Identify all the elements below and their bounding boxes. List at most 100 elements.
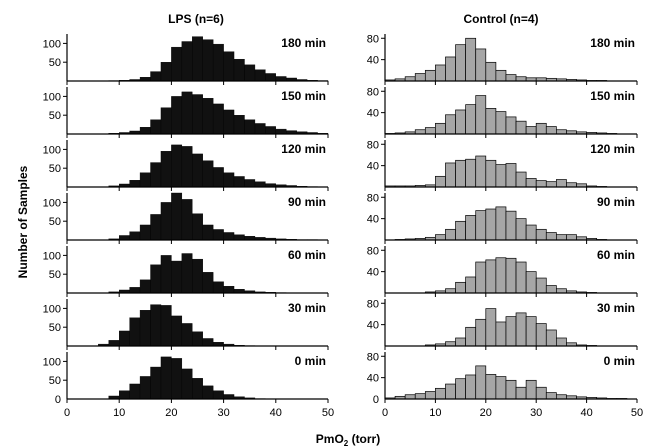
control-bar [455, 159, 466, 188]
control-bar [515, 120, 527, 135]
control-bar [525, 224, 537, 241]
lps-bar [108, 340, 120, 347]
control-bar [445, 383, 456, 400]
lps-bar [192, 378, 203, 400]
lps-bar [150, 304, 162, 347]
lps-bar [181, 41, 193, 82]
lps-bar [223, 51, 235, 82]
lps-bar [139, 376, 151, 400]
control-bar [424, 127, 436, 135]
control-bar [485, 308, 497, 347]
lps-x-tick-label: 30 [217, 407, 229, 419]
control-bar [525, 271, 537, 294]
lps-bar [160, 107, 172, 135]
control-bar [545, 181, 557, 188]
control-y-tick-label: 80 [367, 298, 379, 310]
control-bar [505, 210, 517, 241]
control-bar [445, 56, 456, 82]
lps-y-tick-label: 50 [49, 375, 61, 387]
lps-bar [160, 202, 172, 241]
control-bar [465, 104, 477, 135]
lps-bar [171, 315, 183, 347]
control-bar [404, 394, 416, 400]
lps-bar [244, 119, 256, 135]
control-bar [475, 210, 487, 241]
control-bar [535, 277, 547, 294]
control-bar [556, 129, 567, 135]
lps-y-tick-label: 100 [43, 303, 61, 315]
control-bar [495, 321, 507, 347]
lps-bar [129, 287, 141, 294]
lps-bar [150, 214, 162, 241]
lps-panel-label: 180 min [281, 36, 326, 50]
lps-y-tick-label: 50 [49, 110, 61, 122]
lps-bar [139, 279, 151, 294]
control-y-tick-label: 40 [367, 373, 379, 385]
control-bar [475, 365, 487, 400]
control-x-tick-label: 40 [580, 407, 592, 419]
control-column-title: Control (n=4) [464, 12, 539, 26]
lps-bar [233, 114, 245, 135]
control-x-tick-label: 0 [382, 407, 388, 419]
lps-bar [223, 109, 235, 135]
control-bar [556, 234, 567, 241]
control-bar [495, 69, 507, 82]
lps-x-tick-label: 20 [165, 407, 177, 419]
control-bar [485, 208, 497, 241]
lps-bar [171, 192, 183, 241]
control-bar [435, 234, 446, 241]
control-bar [475, 95, 487, 135]
control-bar [556, 337, 567, 347]
lps-panel-label: 30 min [288, 301, 326, 315]
control-y-tick-label: 80 [367, 86, 379, 98]
control-bar [465, 215, 477, 241]
control-y-tick-label: 80 [367, 192, 379, 204]
control-x-tick-label: 50 [631, 407, 643, 419]
lps-bar [160, 62, 172, 82]
control-x-tick-label: 20 [480, 407, 492, 419]
control-panel-label: 60 min [597, 248, 635, 262]
lps-bar [202, 160, 214, 188]
control-y-tick-label: 40 [367, 214, 379, 226]
lps-bar [265, 126, 276, 135]
lps-bar [160, 356, 172, 400]
lps-bar [139, 127, 151, 135]
lps-panel-label: 150 min [281, 89, 326, 103]
lps-bar [223, 286, 235, 294]
control-bar [465, 37, 477, 82]
lps-y-tick-label: 50 [49, 269, 61, 281]
control-bar [566, 182, 577, 188]
lps-bar [150, 264, 162, 294]
lps-bar [150, 71, 162, 82]
control-bar [515, 218, 527, 241]
control-bar [566, 234, 577, 241]
lps-bar [171, 358, 183, 400]
control-panel-label: 0 min [604, 354, 635, 368]
control-bar [445, 228, 456, 241]
control-bar [475, 155, 487, 188]
control-bar [545, 232, 557, 241]
lps-bar [139, 224, 151, 241]
lps-bar [212, 390, 224, 400]
lps-bar [139, 172, 151, 188]
control-bar [535, 323, 547, 347]
lps-bar [160, 151, 172, 188]
control-y-tick-label: 40 [367, 55, 379, 67]
lps-bar [150, 162, 162, 188]
lps-y-tick-label: 0 [55, 394, 61, 406]
control-bar [556, 288, 567, 294]
lps-bar [223, 232, 235, 241]
control-bar [485, 159, 497, 188]
lps-bar [275, 128, 287, 135]
lps-bar [181, 199, 193, 241]
lps-bar [212, 229, 224, 241]
control-bar [475, 318, 487, 347]
control-bar [424, 69, 436, 82]
control-bar [445, 162, 456, 188]
control-x-tick-label: 10 [429, 407, 441, 419]
lps-y-tick-label: 100 [43, 144, 61, 156]
control-bar [495, 376, 507, 400]
control-bar [465, 276, 477, 294]
lps-bar [254, 123, 266, 135]
